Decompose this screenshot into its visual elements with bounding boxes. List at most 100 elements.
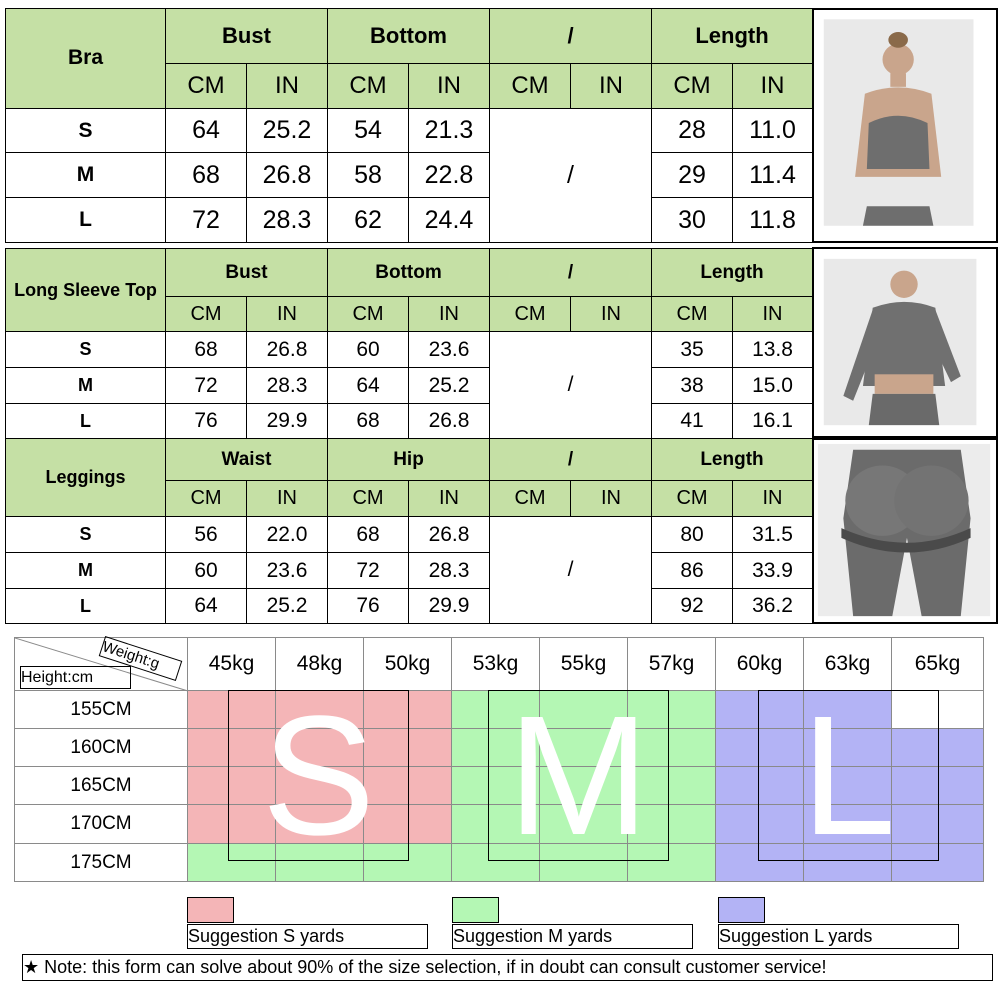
unit-header: CM [165, 296, 247, 332]
weight-cell [891, 766, 984, 805]
weight-cell [715, 690, 804, 729]
group-header: Length [651, 438, 813, 481]
table-title: Bra [5, 8, 166, 109]
size-label: M [5, 152, 166, 198]
size-label: S [5, 516, 166, 553]
measure-value: 62 [327, 197, 409, 243]
weight-cell [451, 728, 540, 767]
unit-header: CM [489, 63, 571, 109]
group-header: Bust [165, 8, 328, 64]
measure-value: 22.8 [408, 152, 490, 198]
weight-header: 50kg [363, 637, 452, 691]
weight-cell [715, 728, 804, 767]
unit-header: CM [165, 480, 247, 517]
legend-swatch [187, 897, 234, 923]
weight-cell [363, 728, 452, 767]
weight-cell [627, 843, 716, 882]
size-label: L [5, 588, 166, 624]
weight-cell [275, 766, 364, 805]
height-label: 165CM [14, 766, 188, 805]
measure-value: 41 [651, 403, 733, 439]
weight-cell [891, 843, 984, 882]
merged-slash: / [489, 108, 652, 243]
unit-header: CM [489, 480, 571, 517]
table-title: Leggings [5, 438, 166, 517]
weight-cell [891, 690, 984, 729]
measure-value: 72 [165, 197, 247, 243]
measure-value: 28.3 [246, 367, 328, 404]
unit-header: IN [246, 296, 328, 332]
height-label: 175CM [14, 843, 188, 882]
group-header: Length [651, 248, 813, 297]
weight-cell [275, 728, 364, 767]
size-zone-letter: L [758, 690, 939, 861]
measure-value: 36.2 [732, 588, 813, 624]
corner-cell [14, 637, 189, 692]
size-zone-letter: S [228, 690, 409, 861]
top-photo [812, 247, 998, 438]
measure-value: 25.2 [246, 588, 328, 624]
weight-cell [187, 766, 276, 805]
unit-header: CM [327, 296, 409, 332]
measure-value: 60 [327, 331, 409, 368]
measure-value: 56 [165, 516, 247, 553]
measure-value: 68 [327, 403, 409, 439]
height-label: 170CM [14, 804, 188, 844]
weight-cell [275, 843, 364, 882]
measure-value: 11.8 [732, 197, 813, 243]
unit-header: IN [246, 63, 328, 109]
corner-diagonal [15, 638, 189, 692]
measure-value: 64 [327, 367, 409, 404]
measure-value: 60 [165, 552, 247, 589]
measure-value: 72 [327, 552, 409, 589]
measure-value: 26.8 [246, 152, 328, 198]
weight-cell [451, 690, 540, 729]
measure-value: 23.6 [246, 552, 328, 589]
measure-value: 11.0 [732, 108, 813, 153]
weight-cell [363, 766, 452, 805]
legend-label: Suggestion S yards [187, 924, 428, 949]
weight-cell [275, 804, 364, 844]
measure-value: 76 [165, 403, 247, 439]
unit-header: IN [732, 296, 813, 332]
bra-photo [812, 8, 998, 243]
weight-cell [715, 843, 804, 882]
height-axis-label: Height:cm [20, 666, 131, 689]
size-label: L [5, 197, 166, 243]
weight-cell [627, 728, 716, 767]
unit-header: IN [408, 63, 490, 109]
measure-value: 38 [651, 367, 733, 404]
weight-cell [539, 690, 628, 729]
measure-value: 26.8 [408, 516, 490, 553]
measure-value: 76 [327, 588, 409, 624]
unit-header: CM [327, 480, 409, 517]
merged-slash: / [489, 331, 652, 439]
measure-value: 16.1 [732, 403, 813, 439]
unit-header: CM [165, 63, 247, 109]
unit-header: CM [327, 63, 409, 109]
measure-value: 80 [651, 516, 733, 553]
size-label: S [5, 108, 166, 153]
unit-header: IN [570, 63, 652, 109]
table-title: Long Sleeve Top [5, 248, 166, 332]
measure-value: 25.2 [246, 108, 328, 153]
merged-slash: / [489, 516, 652, 624]
group-header: Length [651, 8, 813, 64]
measure-value: 28 [651, 108, 733, 153]
weight-cell [891, 804, 984, 844]
measure-value: 68 [165, 152, 247, 198]
measure-value: 31.5 [732, 516, 813, 553]
group-header: / [489, 438, 652, 481]
group-header: Hip [327, 438, 490, 481]
group-header: / [489, 8, 652, 64]
measure-value: 35 [651, 331, 733, 368]
weight-cell [363, 843, 452, 882]
weight-cell [539, 728, 628, 767]
unit-header: CM [651, 296, 733, 332]
unit-header: CM [651, 480, 733, 517]
measure-value: 28.3 [246, 197, 328, 243]
measure-value: 23.6 [408, 331, 490, 368]
measure-value: 72 [165, 367, 247, 404]
group-header: Bottom [327, 248, 490, 297]
weight-cell [451, 804, 540, 844]
